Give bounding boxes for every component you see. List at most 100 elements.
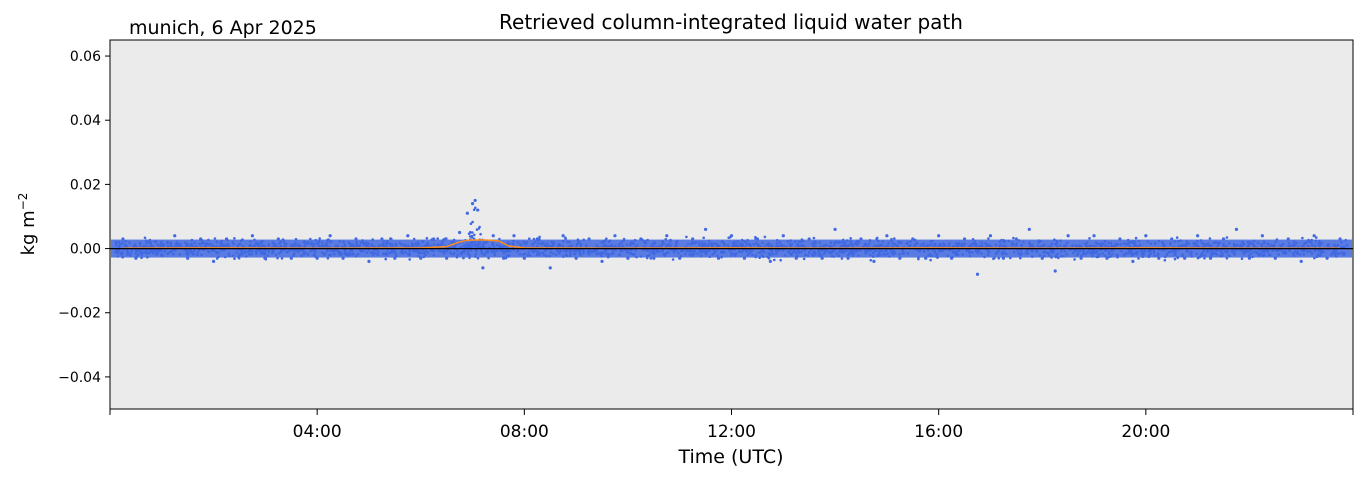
- scatter-point: [548, 266, 552, 270]
- scatter-noise-point: [893, 237, 896, 240]
- scatter-point: [678, 256, 682, 260]
- scatter-point: [807, 237, 811, 241]
- scatter-spike-point: [469, 231, 472, 234]
- scatter-spike-point: [466, 244, 470, 248]
- scatter-point: [1247, 256, 1252, 260]
- scatter-noise-point: [1240, 257, 1244, 261]
- scatter-spike-point: [469, 222, 473, 225]
- x-tick-label: 12:00: [707, 422, 756, 442]
- scatter-spike-point: [464, 244, 467, 247]
- scatter-noise-point: [929, 258, 932, 262]
- scatter-point: [199, 237, 203, 241]
- scatter-point: [380, 237, 384, 241]
- scatter-point: [535, 237, 539, 241]
- y-tick-label: −0.02: [58, 306, 101, 322]
- scatter-point: [1014, 237, 1018, 241]
- x-tick-label: 20:00: [1121, 422, 1170, 442]
- scatter-noise-point: [1163, 258, 1167, 262]
- scatter-point: [1079, 256, 1083, 260]
- scatter-spike-point: [471, 231, 474, 234]
- scatter-noise-point: [444, 237, 447, 240]
- scatter-spike-point: [470, 236, 474, 239]
- scatter-point: [522, 256, 526, 260]
- scatter-point: [859, 237, 863, 241]
- scatter-point: [502, 256, 506, 260]
- y-axis-label-exponent: −2: [16, 193, 30, 211]
- scatter-noise-point: [649, 257, 653, 260]
- scatter-point: [1312, 234, 1316, 238]
- scatter-noise-point: [802, 257, 806, 261]
- scatter-spike-point: [473, 233, 476, 237]
- scatter-noise-point: [1208, 237, 1212, 240]
- scatter-point: [481, 266, 485, 270]
- scatter-point: [393, 256, 397, 260]
- scatter-noise-point: [773, 258, 776, 262]
- scatter-point: [211, 259, 216, 263]
- scatter-noise-point: [215, 257, 219, 260]
- scatter-noise-point: [436, 237, 440, 240]
- x-axis: 04:00 08:00 12:00 16:00 20:00: [109, 409, 1354, 442]
- scatter-point: [237, 253, 242, 257]
- scatter-spike-point: [479, 232, 482, 236]
- scatter-noise-point: [812, 236, 816, 240]
- x-tick-label: 08:00: [500, 422, 549, 442]
- scatter-point: [1105, 256, 1109, 260]
- scatter-point: [898, 256, 902, 260]
- scatter-point: [1208, 256, 1213, 260]
- scatter-point: [652, 256, 656, 260]
- scatter-spike-point: [474, 206, 477, 210]
- scatter-point: [729, 234, 734, 238]
- scatter-spike-point: [475, 228, 479, 231]
- scatter-point: [665, 234, 669, 238]
- scatter-noise-point: [233, 237, 236, 240]
- scatter-point: [1170, 237, 1174, 241]
- scatter-noise-point: [233, 257, 236, 261]
- scatter-point: [263, 256, 267, 260]
- scatter-noise-point: [237, 257, 241, 260]
- scatter-noise-point: [1225, 236, 1229, 239]
- scatter-point: [988, 234, 993, 238]
- scatter-noise-point: [1134, 236, 1138, 240]
- scatter-noise-point: [425, 236, 429, 240]
- scatter-point: [1196, 234, 1200, 238]
- scatter-spike-point: [477, 243, 480, 247]
- scatter-point: [1183, 256, 1187, 260]
- scatter-point: [1053, 269, 1057, 273]
- y-tick-label: 0.06: [70, 49, 101, 65]
- scatter-point: [465, 211, 469, 215]
- scatter-noise-point: [1175, 236, 1179, 239]
- plot-background: [110, 40, 1353, 409]
- scatter-noise-point: [840, 257, 844, 260]
- scatter-point: [341, 256, 345, 260]
- scatter-noise-point: [1225, 257, 1229, 260]
- scatter-point: [432, 237, 436, 241]
- y-tick-label: −0.04: [58, 370, 101, 386]
- x-tick-label: 16:00: [914, 422, 963, 442]
- chart-subtitle: munich, 6 Apr 2025: [129, 17, 317, 39]
- scatter-spike-point: [469, 242, 473, 245]
- y-axis-label: kg m−2: [16, 193, 39, 256]
- scatter-point: [419, 256, 423, 260]
- scatter-point: [768, 259, 772, 263]
- scatter-point: [186, 256, 190, 260]
- scatter-noise-point: [987, 237, 990, 240]
- scatter-point: [476, 208, 480, 212]
- scatter-noise-point: [564, 236, 567, 240]
- scatter-point: [1118, 237, 1122, 241]
- scatter-noise-point: [763, 235, 767, 239]
- scatter-point: [755, 237, 759, 241]
- scatter-spike-point: [477, 240, 480, 244]
- scatter-noise-point: [528, 237, 531, 240]
- scatter-point: [716, 256, 721, 260]
- scatter-point: [121, 237, 125, 241]
- scatter-point: [1092, 234, 1096, 238]
- y-tick-label: 0.02: [70, 177, 101, 193]
- scatter-point: [561, 234, 565, 238]
- scatter-point: [937, 234, 941, 238]
- x-tick-label: 04:00: [293, 422, 342, 442]
- scatter-point: [600, 259, 604, 263]
- scatter-point: [445, 256, 449, 260]
- scatter-point: [1066, 234, 1070, 238]
- x-axis-label: Time (UTC): [677, 446, 783, 468]
